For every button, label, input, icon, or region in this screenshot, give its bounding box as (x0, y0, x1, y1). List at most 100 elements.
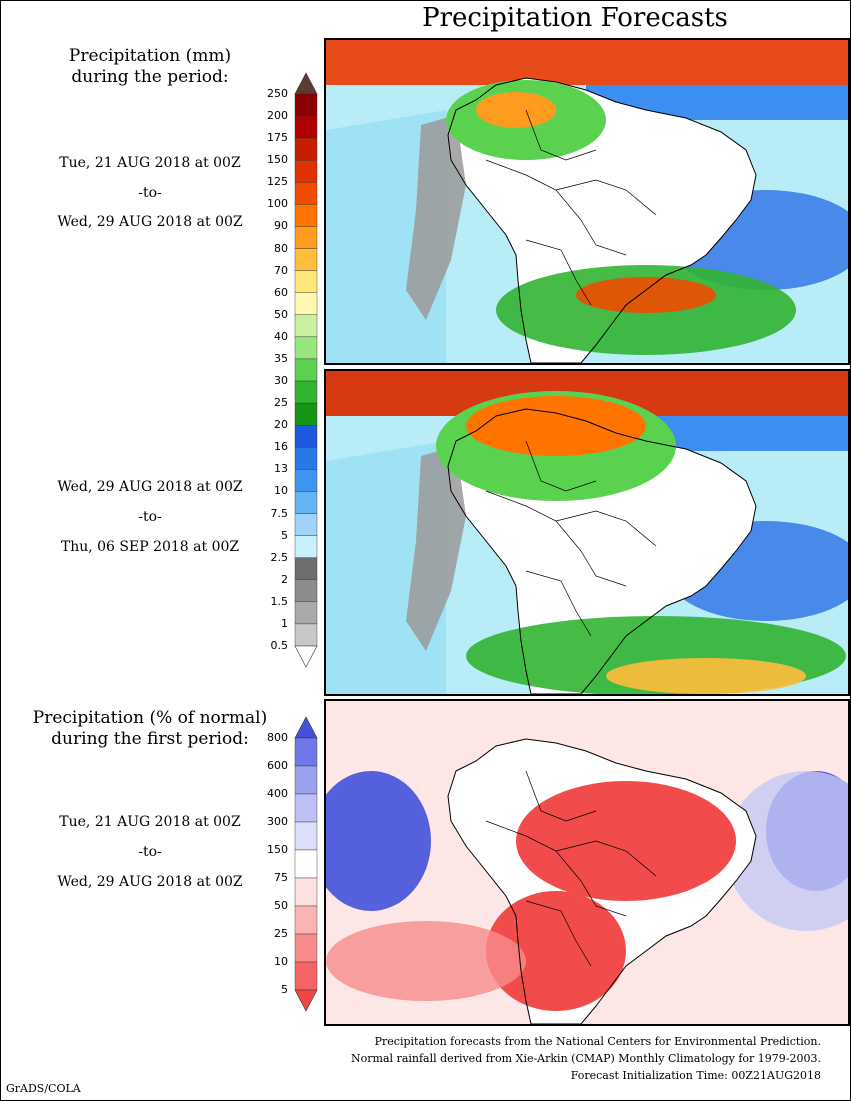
colorbar-segment (294, 93, 318, 117)
colorbar-segment (294, 115, 318, 139)
colorbar-segment (294, 469, 318, 492)
coastline (447, 738, 757, 1024)
colorbar-segment (294, 160, 318, 183)
colorbar-tick-label: 80 (274, 241, 288, 255)
colorbar-segment (294, 579, 318, 603)
colorbar-tick-label: 5 (281, 528, 288, 542)
period1-sep: -to- (138, 185, 162, 201)
colorbar-segment (294, 765, 318, 795)
colorbar-segment (294, 204, 318, 227)
country-borders (485, 770, 657, 967)
forecast-map-period2 (324, 369, 850, 696)
colorbar-segment (294, 358, 318, 382)
dry-anomaly-south (486, 891, 626, 1011)
colorbar-tick-label: 40 (274, 329, 288, 343)
frontal-moderate-rain (606, 658, 806, 694)
gray-coastal-band (406, 115, 466, 320)
amazon-heavy-rain (466, 396, 646, 456)
colorbar-segment (294, 877, 318, 907)
period1-end: Wed, 29 AUG 2018 at 00Z (57, 214, 243, 230)
footer-line2: Normal rainfall derived from Xie-Arkin (… (351, 1052, 821, 1065)
percent-normal-map-image (326, 701, 848, 1024)
period3-start: Tue, 21 AUG 2018 at 00Z (59, 814, 241, 830)
colorbar-top-arrow (294, 716, 318, 739)
dry-ocean-southwest (326, 921, 526, 1001)
colorbar-tick-label: 16 (274, 440, 288, 454)
country-borders (485, 109, 657, 306)
footer-line3: Forecast Initialization Time: 00Z21AUG20… (570, 1069, 821, 1082)
coastline (447, 77, 757, 363)
forecast-map-period1-image (326, 40, 848, 363)
forecast-map-period1 (324, 38, 850, 365)
colorbar-segment (294, 425, 318, 448)
mm-title-line1: Precipitation (mm) (68, 46, 232, 66)
mm-title-line2: during the period: (71, 67, 229, 87)
colorbar-tick-label: 25 (274, 927, 288, 940)
coastline (447, 408, 757, 694)
period2-sep: -to- (138, 509, 162, 525)
pct-title-line1: Precipitation (% of normal) (32, 708, 268, 728)
colorbar-tick-label: 250 (267, 87, 288, 100)
colorbar-segment (294, 292, 318, 316)
colorbar-tick-label: 90 (274, 219, 288, 233)
period2-end: Thu, 06 SEP 2018 at 00Z (60, 539, 240, 555)
colorbar-tick-label: 50 (274, 899, 288, 912)
page-title: Precipitation Forecasts (422, 3, 728, 33)
gray-coastal-band (406, 446, 466, 651)
colorbar-segment (294, 905, 318, 935)
colorbar-segment (294, 849, 318, 879)
dry-anomaly-brazil (516, 781, 736, 901)
period3-sep: -to- (138, 844, 162, 860)
wet-anomaly-west (326, 771, 431, 911)
frontal-heavy-rain (576, 277, 716, 313)
colorbar-segment (294, 821, 318, 851)
footer-line1: Precipitation forecasts from the Nationa… (374, 1035, 821, 1048)
colorbar-segment (294, 336, 318, 360)
percent-normal-map (324, 699, 850, 1026)
colorbar-tick-label: 50 (274, 307, 288, 321)
colorbar-tick-label: 13 (274, 462, 288, 476)
pct-section-title: Precipitation (% of normal) during the f… (30, 708, 270, 750)
colorbar-segment (294, 270, 318, 293)
mm-section-title: Precipitation (mm) during the period: (40, 46, 260, 88)
colorbar-segment (294, 737, 318, 767)
colorbar-tick-label: 175 (267, 131, 288, 145)
colorbar-tick-label: 75 (274, 871, 288, 884)
percent-normal-colorbar (294, 716, 318, 1012)
colorbar-tick-label: 600 (267, 759, 288, 772)
grads-credit: GrADS/COLA (6, 1082, 81, 1095)
colorbar-segment (294, 402, 318, 426)
colorbar-bottom-arrow (294, 645, 318, 668)
colorbar-segment (294, 137, 318, 161)
colorbar-tick-label: 10 (274, 484, 288, 498)
colorbar-tick-label: 5 (281, 983, 288, 996)
colorbar-bottom-arrow (294, 989, 318, 1012)
pct-title-line2: during the first period: (51, 729, 249, 749)
colorbar-tick-label: 400 (267, 787, 288, 800)
colorbar-tick-label: 150 (267, 843, 288, 856)
colorbar-tick-label: 100 (267, 197, 288, 211)
colorbar-tick-label: 800 (267, 731, 288, 744)
colorbar-segment (294, 248, 318, 271)
colorbar-segment (294, 380, 318, 404)
colorbar-tick-label: 125 (267, 175, 288, 189)
colorbar-segment (294, 226, 318, 249)
amazon-heavy-rain (476, 92, 556, 128)
colorbar-segment (294, 961, 318, 991)
colorbar-tick-label: 0.5 (270, 639, 289, 652)
itcz-band (326, 40, 848, 85)
colorbar-tick-label: 200 (267, 109, 288, 123)
colorbar-tick-label: 1.5 (270, 594, 289, 608)
colorbar-segment (294, 535, 318, 558)
colorbar-tick-label: 2.5 (270, 550, 289, 564)
country-borders (485, 440, 657, 637)
colorbar-segment (294, 513, 318, 536)
colorbar-tick-label: 70 (274, 263, 288, 277)
colorbar-segment (294, 447, 318, 470)
colorbar-segment (294, 491, 318, 514)
colorbar-tick-label: 1 (281, 616, 288, 630)
precip-mm-colorbar (294, 72, 318, 668)
forecast-map-period2-image (326, 371, 848, 694)
colorbar-tick-label: 30 (274, 374, 288, 388)
colorbar-tick-label: 60 (274, 285, 288, 299)
